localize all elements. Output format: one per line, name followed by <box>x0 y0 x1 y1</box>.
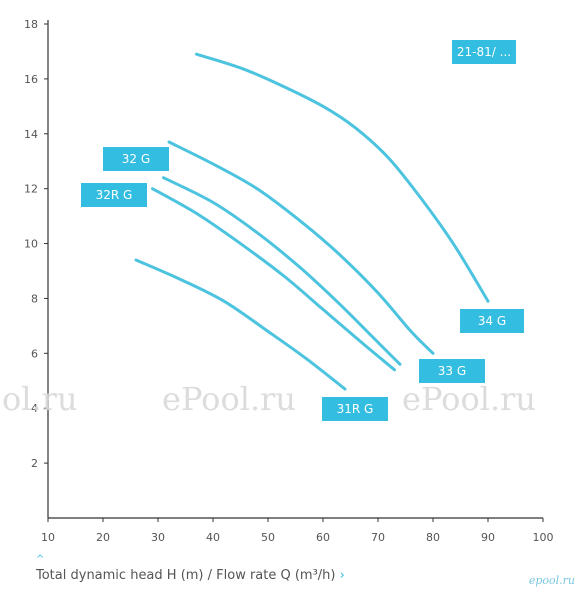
x-tick-label: 90 <box>481 531 495 544</box>
series-label-box <box>460 309 524 333</box>
x-tick-label: 50 <box>261 531 275 544</box>
x-tick-label: 60 <box>316 531 330 544</box>
y-tick-label: 14 <box>24 128 38 141</box>
series-line <box>134 258 347 391</box>
series-line <box>162 176 402 366</box>
series-line <box>151 187 396 372</box>
chevron-right-icon[interactable]: › <box>339 568 345 583</box>
series-label-box <box>322 397 388 421</box>
x-tick-label: 20 <box>96 531 110 544</box>
series-lines <box>134 52 490 391</box>
watermark-text: ePool.ru <box>402 380 536 418</box>
watermark-text: ol.ru <box>2 380 78 418</box>
y-tick-label: 12 <box>24 183 38 196</box>
series-label-box <box>452 40 516 64</box>
watermarks: ol.ru ePool.ru ePool.ru <box>2 380 536 418</box>
series-line <box>195 52 490 303</box>
y-tick-label: 6 <box>31 347 38 360</box>
y-tick-label: 4 <box>31 402 38 415</box>
series-label: 33 G <box>419 359 485 383</box>
y-tick-label: 18 <box>24 18 38 31</box>
x-tick-label: 30 <box>151 531 165 544</box>
caret-up-icon[interactable]: ^ <box>36 554 45 565</box>
series-label-text: 32R G <box>96 188 133 202</box>
series-label-box <box>103 147 169 171</box>
series-label-text: 21-81/ ... <box>457 45 511 59</box>
site-logo: epool.ru <box>528 574 575 587</box>
series-label-box <box>419 359 485 383</box>
series-label-text: 34 G <box>478 314 506 328</box>
x-tick-label: 40 <box>206 531 220 544</box>
series-label: 32R G <box>81 183 147 207</box>
series-label-box <box>81 183 147 207</box>
watermark-text: ePool.ru <box>162 380 296 418</box>
x-tick-label: 70 <box>371 531 385 544</box>
series-label-text: 33 G <box>438 364 466 378</box>
series-label: 32 G <box>103 147 169 171</box>
y-tick-label: 10 <box>24 238 38 251</box>
series-label-text: 32 G <box>122 152 150 166</box>
tick-labels: 10 20 30 40 50 60 70 80 90 100 2 4 6 8 10 12 14 16 18 <box>24 18 554 544</box>
series-line <box>167 140 435 355</box>
x-tick-label: 80 <box>426 531 440 544</box>
x-tick-label: 10 <box>41 531 55 544</box>
axis-caption: Total dynamic head H (m) / Flow rate Q (… <box>36 568 345 583</box>
y-tick-label: 8 <box>31 292 38 305</box>
series-label: 34 G <box>460 309 524 333</box>
series-label: 31R G <box>322 397 388 421</box>
series-label-text: 31R G <box>337 402 374 416</box>
series-labels: 21-81/ ... 34 G 33 G 32 G 32R G 31R G <box>81 40 524 421</box>
y-tick-label: 16 <box>24 73 38 86</box>
y-tick-label: 2 <box>31 457 38 470</box>
axes <box>47 20 543 519</box>
x-tick-label: 100 <box>533 531 554 544</box>
axis-caption-text: Total dynamic head H (m) / Flow rate Q (… <box>36 568 336 583</box>
series-label: 21-81/ ... <box>452 40 516 64</box>
